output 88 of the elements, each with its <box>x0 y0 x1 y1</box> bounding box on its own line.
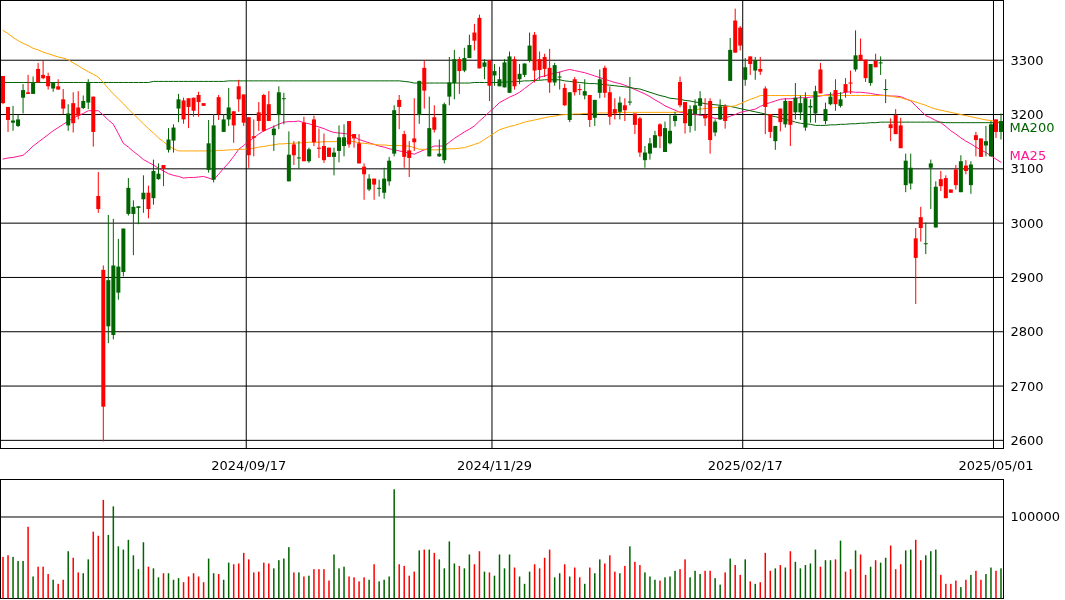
candlestick <box>226 87 231 127</box>
candlestick <box>527 32 532 63</box>
candlestick <box>688 104 693 133</box>
candlestick <box>216 94 221 121</box>
candlestick <box>412 97 417 152</box>
candlestick <box>66 103 71 132</box>
candlestick <box>251 118 256 157</box>
candlestick <box>422 60 427 110</box>
candlestick <box>993 118 998 139</box>
x-tick-label: 2024/11/29 <box>457 458 532 473</box>
candlestick <box>998 112 1003 141</box>
candlestick <box>657 122 662 149</box>
candlestick <box>432 104 437 133</box>
candlestick <box>963 159 968 175</box>
candlestick <box>723 103 728 130</box>
candlestick <box>357 133 362 164</box>
candlestick <box>6 106 11 133</box>
candlestick <box>397 94 402 130</box>
candlestick <box>311 115 316 147</box>
candlestick <box>883 78 888 104</box>
candlestick <box>748 55 753 76</box>
x-tick-label: 2025/05/01 <box>958 458 1034 473</box>
candlestick <box>61 88 66 115</box>
candlestick <box>331 147 336 176</box>
candlestick <box>818 62 823 94</box>
candlestick <box>231 110 236 144</box>
candlestick <box>743 57 748 87</box>
candlestick <box>362 162 367 201</box>
series-label: MA200 <box>1009 120 1055 136</box>
candlestick <box>843 77 848 99</box>
candlestick <box>141 174 146 214</box>
y-tick-label: 3100 <box>1010 161 1044 177</box>
candlestick <box>617 96 622 120</box>
y-tick-label: 2600 <box>1010 432 1044 448</box>
candlestick <box>176 93 181 123</box>
y-tick-label: 3000 <box>1010 215 1044 231</box>
candlestick <box>71 91 76 133</box>
candlestick <box>673 111 678 127</box>
candlestick <box>923 222 928 255</box>
candlestick <box>161 164 166 187</box>
candlestick <box>281 92 286 125</box>
candlestick <box>337 124 342 163</box>
y-tick-label: 2900 <box>1010 269 1044 285</box>
candlestick <box>592 99 597 127</box>
candlestick <box>968 160 973 195</box>
candlestick <box>753 56 758 81</box>
candlestick <box>833 78 838 112</box>
candlestick <box>793 82 798 120</box>
candlestick <box>271 124 276 152</box>
candlestick <box>547 48 552 94</box>
candlestick <box>562 83 567 107</box>
candlestick <box>482 58 487 80</box>
candlestick <box>377 179 382 198</box>
candlestick <box>788 100 793 147</box>
y-tick-label: 3200 <box>1010 107 1044 123</box>
candlestick <box>196 91 201 118</box>
y-tick-label: 2700 <box>1010 378 1044 394</box>
candlestick <box>853 29 858 73</box>
y-tick-label: 100000 <box>1010 509 1061 525</box>
candlestick <box>96 171 101 214</box>
candlestick <box>462 47 467 73</box>
candlestick <box>296 140 301 170</box>
candlestick <box>898 117 903 149</box>
candlestick <box>577 83 582 96</box>
candlestick <box>918 206 923 243</box>
candlestick <box>913 227 918 305</box>
candlestick <box>146 185 151 219</box>
candlestick <box>402 130 407 169</box>
candlestick <box>878 55 883 76</box>
x-tick-label: 2025/02/17 <box>707 458 783 473</box>
candlestick <box>978 137 983 158</box>
candlestick <box>953 164 958 190</box>
candlestick <box>291 140 296 166</box>
candlestick <box>763 85 768 135</box>
candlestick <box>718 98 723 121</box>
candlestick <box>928 159 933 210</box>
candlestick <box>457 56 462 95</box>
series-label: MA25 <box>1009 148 1047 164</box>
candlestick <box>622 97 627 122</box>
y-tick-label: 2800 <box>1010 324 1044 340</box>
candlestick <box>848 70 853 95</box>
x-tick-label: 2024/09/17 <box>211 458 287 473</box>
candlestick <box>908 153 913 190</box>
candlestick <box>21 83 26 114</box>
candlestick <box>347 120 352 149</box>
candlestick <box>868 63 873 87</box>
candlestick <box>26 74 31 95</box>
y-tick-label: 3300 <box>1010 52 1044 68</box>
